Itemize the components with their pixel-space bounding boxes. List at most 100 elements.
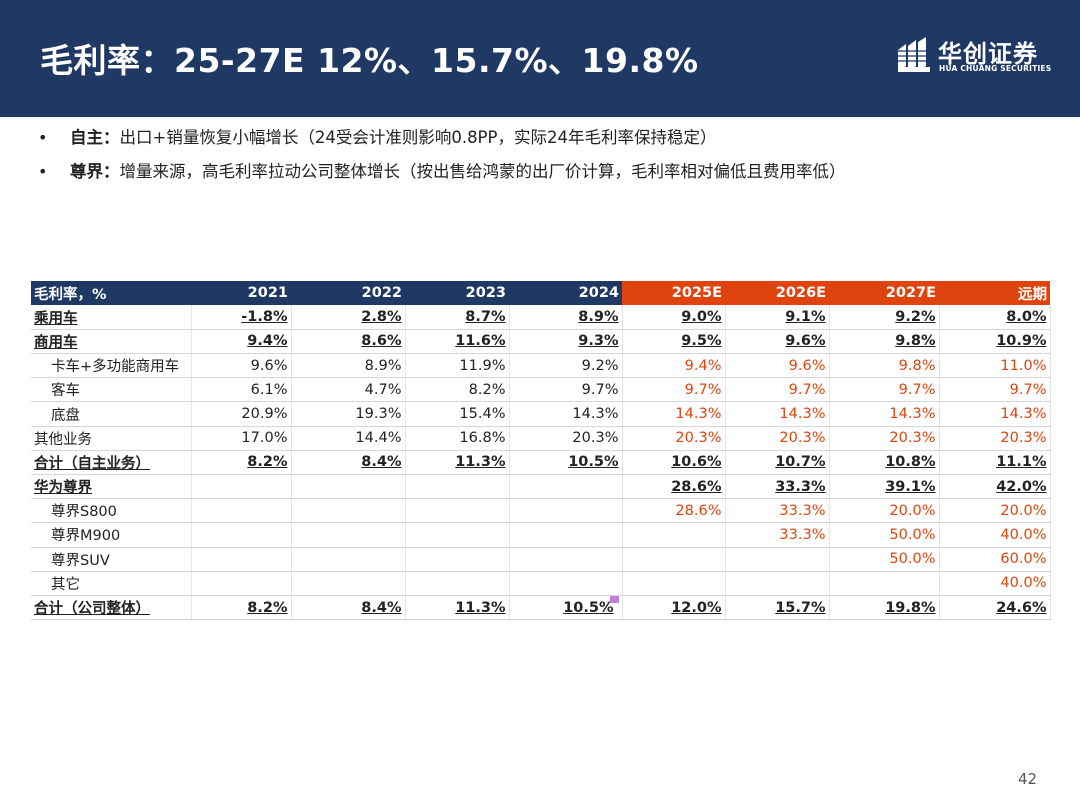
row-label: 客车 [31, 377, 192, 403]
table-cell: 9.5% [622, 329, 726, 355]
table-cell [191, 547, 292, 572]
table-cell: 11.1% [939, 450, 1051, 476]
table-cell: 8.6% [291, 329, 406, 355]
table-cell: 10.7% [725, 450, 830, 476]
table-cell: 12.0% [622, 595, 726, 621]
row-label: 底盘 [31, 401, 192, 427]
table-cell: 60.0% [939, 547, 1051, 572]
table-cell: 9.7% [829, 377, 940, 403]
table-cell: 28.6% [622, 498, 726, 524]
table-cell [191, 522, 292, 548]
table-header-cell: 毛利率，% [31, 281, 191, 306]
table-cell: 28.6% [622, 474, 726, 500]
bullet-keyword: 自主： [70, 128, 120, 147]
table-cell: 10.9% [939, 329, 1051, 355]
logo-mark-icon [898, 37, 930, 72]
table-cell: 8.2% [191, 595, 292, 621]
table-cell: 8.9% [291, 353, 406, 379]
table-cell: 6.1% [191, 377, 292, 403]
table-cell: 20.3% [939, 426, 1051, 451]
table-cell: 20.3% [622, 426, 726, 451]
table-cell: 8.4% [291, 595, 406, 621]
table-cell: 19.3% [291, 401, 406, 427]
table-cell [509, 547, 623, 572]
table-cell: 20.9% [191, 401, 292, 427]
table-cell [291, 498, 406, 524]
bullet-keyword: 尊界： [70, 162, 120, 181]
row-label: 合计（自主业务） [31, 450, 192, 476]
table-cell: 14.3% [725, 401, 830, 427]
table-cell: 15.7% [725, 595, 830, 621]
table-cell: 9.0% [622, 305, 726, 330]
row-label: 尊界SUV [31, 547, 192, 572]
table-cell [405, 547, 510, 572]
table-cell: 9.7% [509, 377, 623, 403]
table-cell: 33.3% [725, 498, 830, 524]
table-cell [291, 522, 406, 548]
table-cell: 8.2% [191, 450, 292, 476]
table-cell: 20.3% [725, 426, 830, 451]
table-cell: 9.7% [725, 377, 830, 403]
table-cell: 8.4% [291, 450, 406, 476]
table-cell [622, 522, 726, 548]
table-cell [405, 522, 510, 548]
row-label: 卡车+多功能商用车 [31, 353, 192, 379]
table-row: 卡车+多功能商用车 9.6% 8.9% 11.9% 9.2% 9.4% 9.6% 9.8% 11… [31, 353, 1051, 379]
table-cell: 10.8% [829, 450, 940, 476]
table-row: 其它 40.0% [31, 571, 1051, 596]
table-cell: 11.6% [405, 329, 510, 355]
table-row: 尊界S800 28.6% 33.3% 20.0% 20.0% [31, 498, 1051, 524]
row-label: 尊界S800 [31, 498, 192, 524]
table-cell: 11.3% [405, 595, 510, 621]
table-cell: 9.6% [725, 353, 830, 379]
bullet-item: • 尊界：增量来源，高毛利率拉动公司整体增长（按出售给鸿蒙的出厂价计算，毛利率相… [38, 158, 1058, 192]
table-cell: 9.6% [191, 353, 292, 379]
table-cell [509, 522, 623, 548]
logo-chinese-text: 华创证券 [938, 40, 1038, 68]
table-row: 尊界SUV 50.0% 60.0% [31, 547, 1051, 572]
table-cell: 9.2% [509, 353, 623, 379]
table-cell: 9.8% [829, 353, 940, 379]
table-cell: 40.0% [939, 571, 1051, 596]
table-cell [405, 571, 510, 596]
table-cell [622, 571, 726, 596]
bullet-dot: • [38, 162, 48, 181]
table-header-cell: 远期 [939, 281, 1050, 306]
table-cell: 9.2% [829, 305, 940, 330]
table-cell: 14.3% [622, 401, 726, 427]
table-cell [725, 547, 830, 572]
table-cell: 8.9% [509, 305, 623, 330]
table-cell [509, 498, 623, 524]
table-cell: 10.5% [509, 595, 623, 621]
table-row: 合计（公司整体） 8.2% 8.4% 11.3% 10.5% 12.0% 15.7% 19.8… [31, 595, 1051, 621]
table-cell: 33.3% [725, 474, 830, 500]
table-cell: 33.3% [725, 522, 830, 548]
table-cell: 14.3% [939, 401, 1051, 427]
table-cell [405, 498, 510, 524]
table-cell: 17.0% [191, 426, 292, 451]
table-cell [829, 571, 940, 596]
table-cell: 20.3% [829, 426, 940, 451]
table-cell: 8.0% [939, 305, 1051, 330]
table-cell: 15.4% [405, 401, 510, 427]
table-cell: 20.3% [509, 426, 623, 451]
row-label: 合计（公司整体） [31, 595, 192, 621]
logo-english-text: HUA CHUANG SECURITIES [939, 64, 1052, 73]
table-header-cell: 2026E [725, 281, 829, 306]
table-row: 客车 6.1% 4.7% 8.2% 9.7% 9.7% 9.7% 9.7% 9.7% [31, 377, 1051, 403]
table-row: 底盘 20.9% 19.3% 15.4% 14.3% 14.3% 14.3% 14.3% 14.… [31, 401, 1051, 427]
table-cell: 9.4% [622, 353, 726, 379]
table-cell: 9.3% [509, 329, 623, 355]
page-title: 毛利率：25-27E 12%、15.7%、19.8% [40, 41, 699, 80]
table-cell: 39.1% [829, 474, 940, 500]
company-logo: 华创证券 HUA CHUANG SECURITIES [896, 34, 1056, 78]
table-cell [191, 571, 292, 596]
table-header-cell: 2021 [191, 281, 291, 306]
table-cell [191, 474, 292, 500]
table-header-cell: 2024 [509, 281, 622, 306]
table-header-cell: 2022 [291, 281, 405, 306]
comment-marker-icon [609, 595, 619, 603]
table-cell [191, 498, 292, 524]
header-bar: 毛利率：25-27E 12%、15.7%、19.8% 华创证券 HUA CHUA… [0, 0, 1080, 117]
table-cell: 9.6% [725, 329, 830, 355]
